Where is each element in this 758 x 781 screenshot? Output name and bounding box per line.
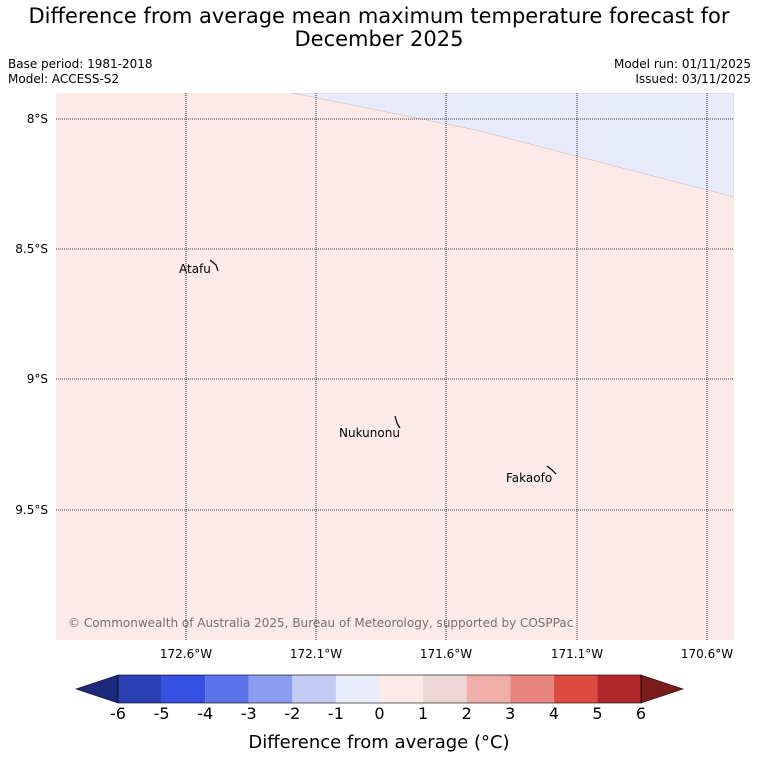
lat-label-8: 8°S	[26, 112, 48, 126]
lon-label-171-1: 171.1°W	[550, 647, 604, 661]
copyright-notice: © Commonwealth of Australia 2025, Bureau…	[68, 616, 574, 630]
colorbar-segment	[118, 675, 162, 703]
atafu-coastline	[209, 259, 219, 272]
colorbar-tick-label: 4	[548, 704, 559, 723]
colorbar-tick-label: 5	[592, 704, 603, 723]
colorbar-tick-label: 2	[461, 704, 472, 723]
model-name: Model: ACCESS-S2	[8, 72, 120, 86]
colorbar-extend-low	[75, 674, 119, 704]
colorbar-tick-label: 6	[635, 704, 647, 723]
place-fakaofo: Fakaofo	[506, 471, 553, 485]
map-panel: Atafu Nukunonu Fakaofo © Commonwealth of…	[56, 93, 734, 640]
colorbar-segment	[597, 675, 641, 703]
colorbar-segment	[379, 675, 424, 703]
colorbar-segment	[466, 675, 511, 703]
lon-label-172-6: 172.6°W	[159, 647, 213, 661]
chart-title: Difference from average mean maximum tem…	[0, 5, 758, 51]
colorbar-segment	[161, 675, 206, 703]
base-period: Base period: 1981-2018	[8, 57, 153, 71]
colorbar-tick-label: 1	[417, 704, 429, 723]
colorbar-tick-label: -1	[327, 704, 344, 723]
colorbar-tick-label: -3	[240, 704, 257, 723]
place-atafu: Atafu	[179, 262, 211, 276]
lat-label-8-5: 8.5°S	[15, 242, 48, 256]
lat-label-9: 9°S	[26, 372, 48, 386]
nukunonu-coastline	[394, 415, 401, 429]
colorbar-segment	[510, 675, 554, 703]
colorbar-segment	[205, 675, 249, 703]
colorbar-segment	[423, 675, 467, 703]
title-line-1: Difference from average mean maximum tem…	[28, 4, 730, 28]
colorbar-tick-label: -6	[110, 704, 126, 723]
colorbar-tick-label: -5	[153, 704, 170, 723]
colorbar-segment	[335, 675, 380, 703]
left-meta: Base period: 1981-2018 Model: ACCESS-S2	[8, 57, 153, 87]
lat-label-9-5: 9.5°S	[15, 503, 48, 517]
right-meta: Model run: 01/11/2025 Issued: 03/11/2025	[614, 57, 751, 87]
map-svg	[56, 93, 734, 640]
colorbar-tick-label: -4	[197, 704, 214, 723]
colorbar-extend-high	[640, 674, 684, 704]
fakaofo-coastline	[546, 465, 557, 475]
issued-date: Issued: 03/11/2025	[635, 72, 751, 86]
colorbar-tick-label: 0	[374, 704, 385, 723]
colorbar-outline	[117, 674, 642, 704]
colorbar-segment	[553, 675, 598, 703]
lon-label-171-6: 171.6°W	[419, 647, 473, 661]
cool-anomaly-region	[291, 93, 734, 198]
model-run: Model run: 01/11/2025	[613, 57, 751, 71]
lon-label-170-6: 170.6°W	[680, 647, 734, 661]
colorbar-tick-label: 3	[505, 704, 516, 723]
lon-label-172-1: 172.1°W	[289, 647, 343, 661]
place-nukunonu: Nukunonu	[339, 426, 400, 440]
title-line-2: December 2025	[294, 27, 464, 51]
colorbar-segment	[248, 675, 293, 703]
colorbar-segment	[292, 675, 336, 703]
colorbar-label: Difference from average (°C)	[248, 732, 510, 753]
colorbar-tick-label: -2	[284, 704, 301, 723]
